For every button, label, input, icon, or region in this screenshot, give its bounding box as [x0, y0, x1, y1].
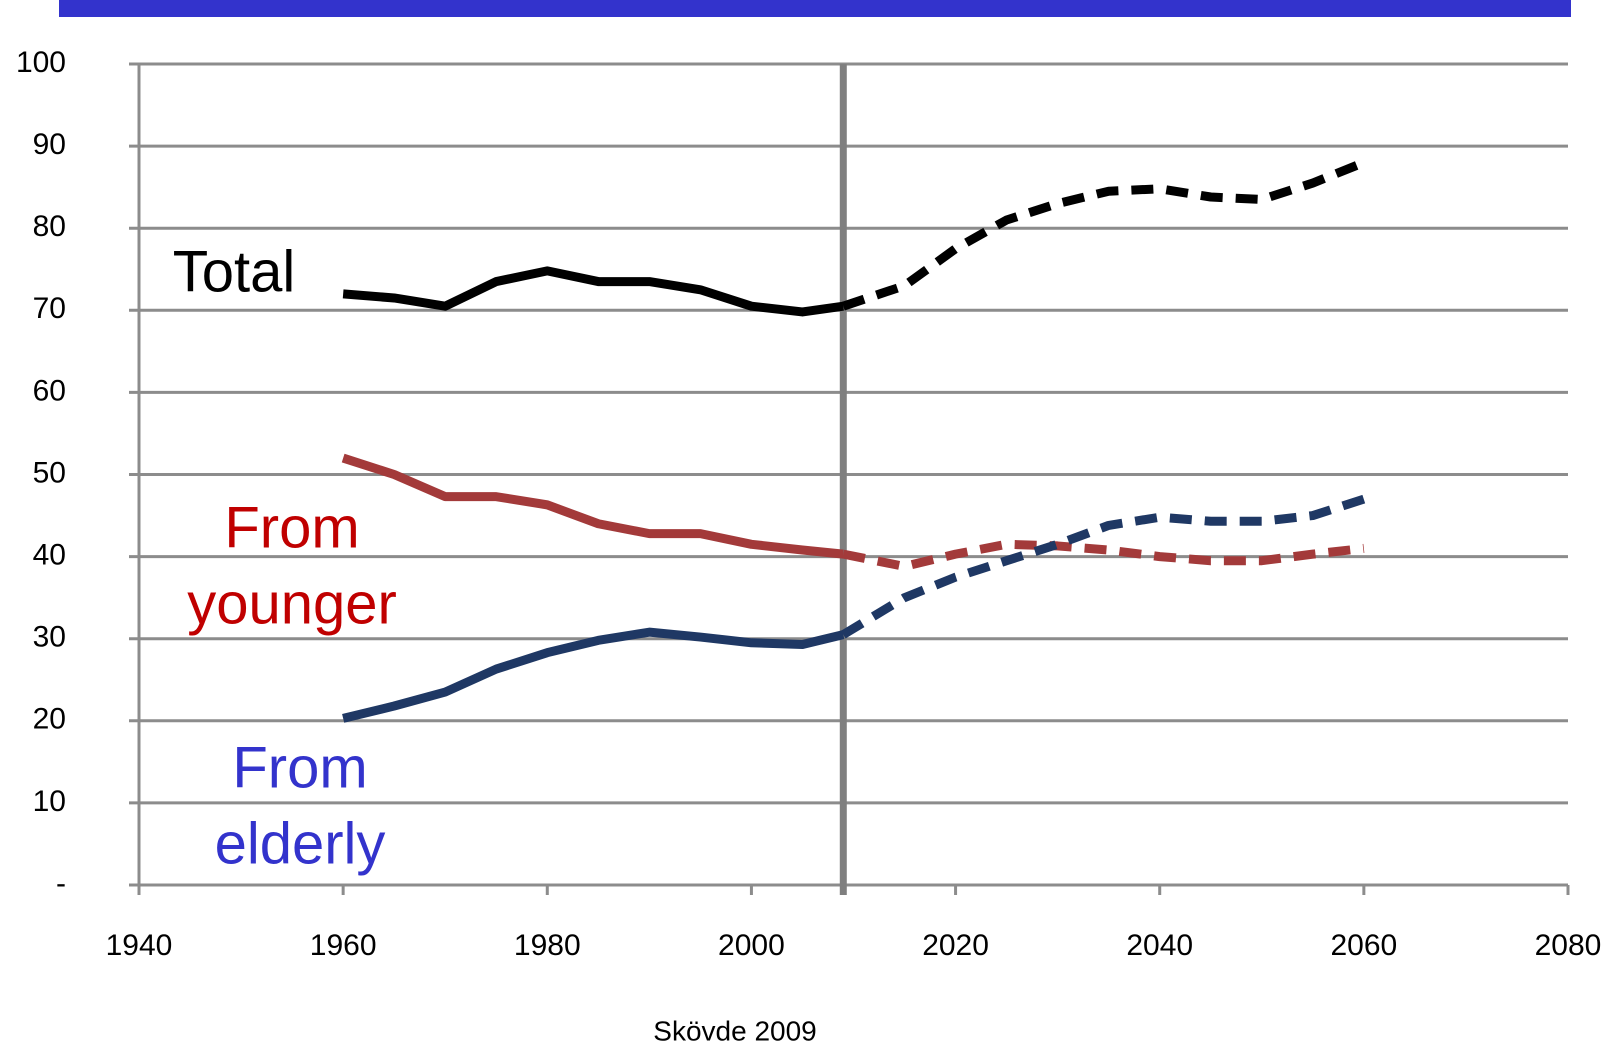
- header-bar: [59, 0, 1571, 17]
- series-line-solid: [341, 453, 844, 559]
- annotation: Total: [173, 239, 296, 304]
- series-line-solid: [342, 266, 844, 317]
- x-tick-label: 1940: [106, 929, 173, 962]
- series-line-dashed: [842, 539, 1365, 571]
- y-tick-label: 70: [33, 292, 66, 325]
- annotation: From: [232, 735, 367, 800]
- y-tick-label: -: [56, 867, 66, 900]
- x-tick-label: 2000: [718, 929, 785, 962]
- y-tick-label: 20: [33, 703, 66, 736]
- x-tick-label: 1980: [514, 929, 581, 962]
- x-tick-label: 2020: [922, 929, 989, 962]
- annotation: younger: [187, 571, 397, 636]
- x-tick-label: 2040: [1126, 929, 1193, 962]
- series-line-dashed: [840, 494, 1366, 639]
- y-tick-label: 30: [33, 621, 66, 654]
- y-tick-label: 100: [16, 46, 66, 79]
- x-tick-label: 2060: [1330, 929, 1397, 962]
- y-tick-label: 10: [33, 785, 66, 818]
- y-tick-label: 90: [33, 128, 66, 161]
- x-tick-label: 1960: [310, 929, 377, 962]
- x-tick-label: 2080: [1535, 929, 1602, 962]
- y-tick-label: 50: [33, 456, 66, 489]
- y-tick-label: 40: [33, 539, 66, 572]
- y-tick-label: 80: [33, 210, 66, 243]
- annotation: elderly: [215, 811, 386, 876]
- y-tick-label: 60: [33, 374, 66, 407]
- series-line-dashed: [841, 158, 1366, 311]
- series-line-solid: [342, 627, 845, 723]
- annotation: From: [224, 495, 359, 560]
- footer: Skövde 2009: [653, 1015, 816, 1046]
